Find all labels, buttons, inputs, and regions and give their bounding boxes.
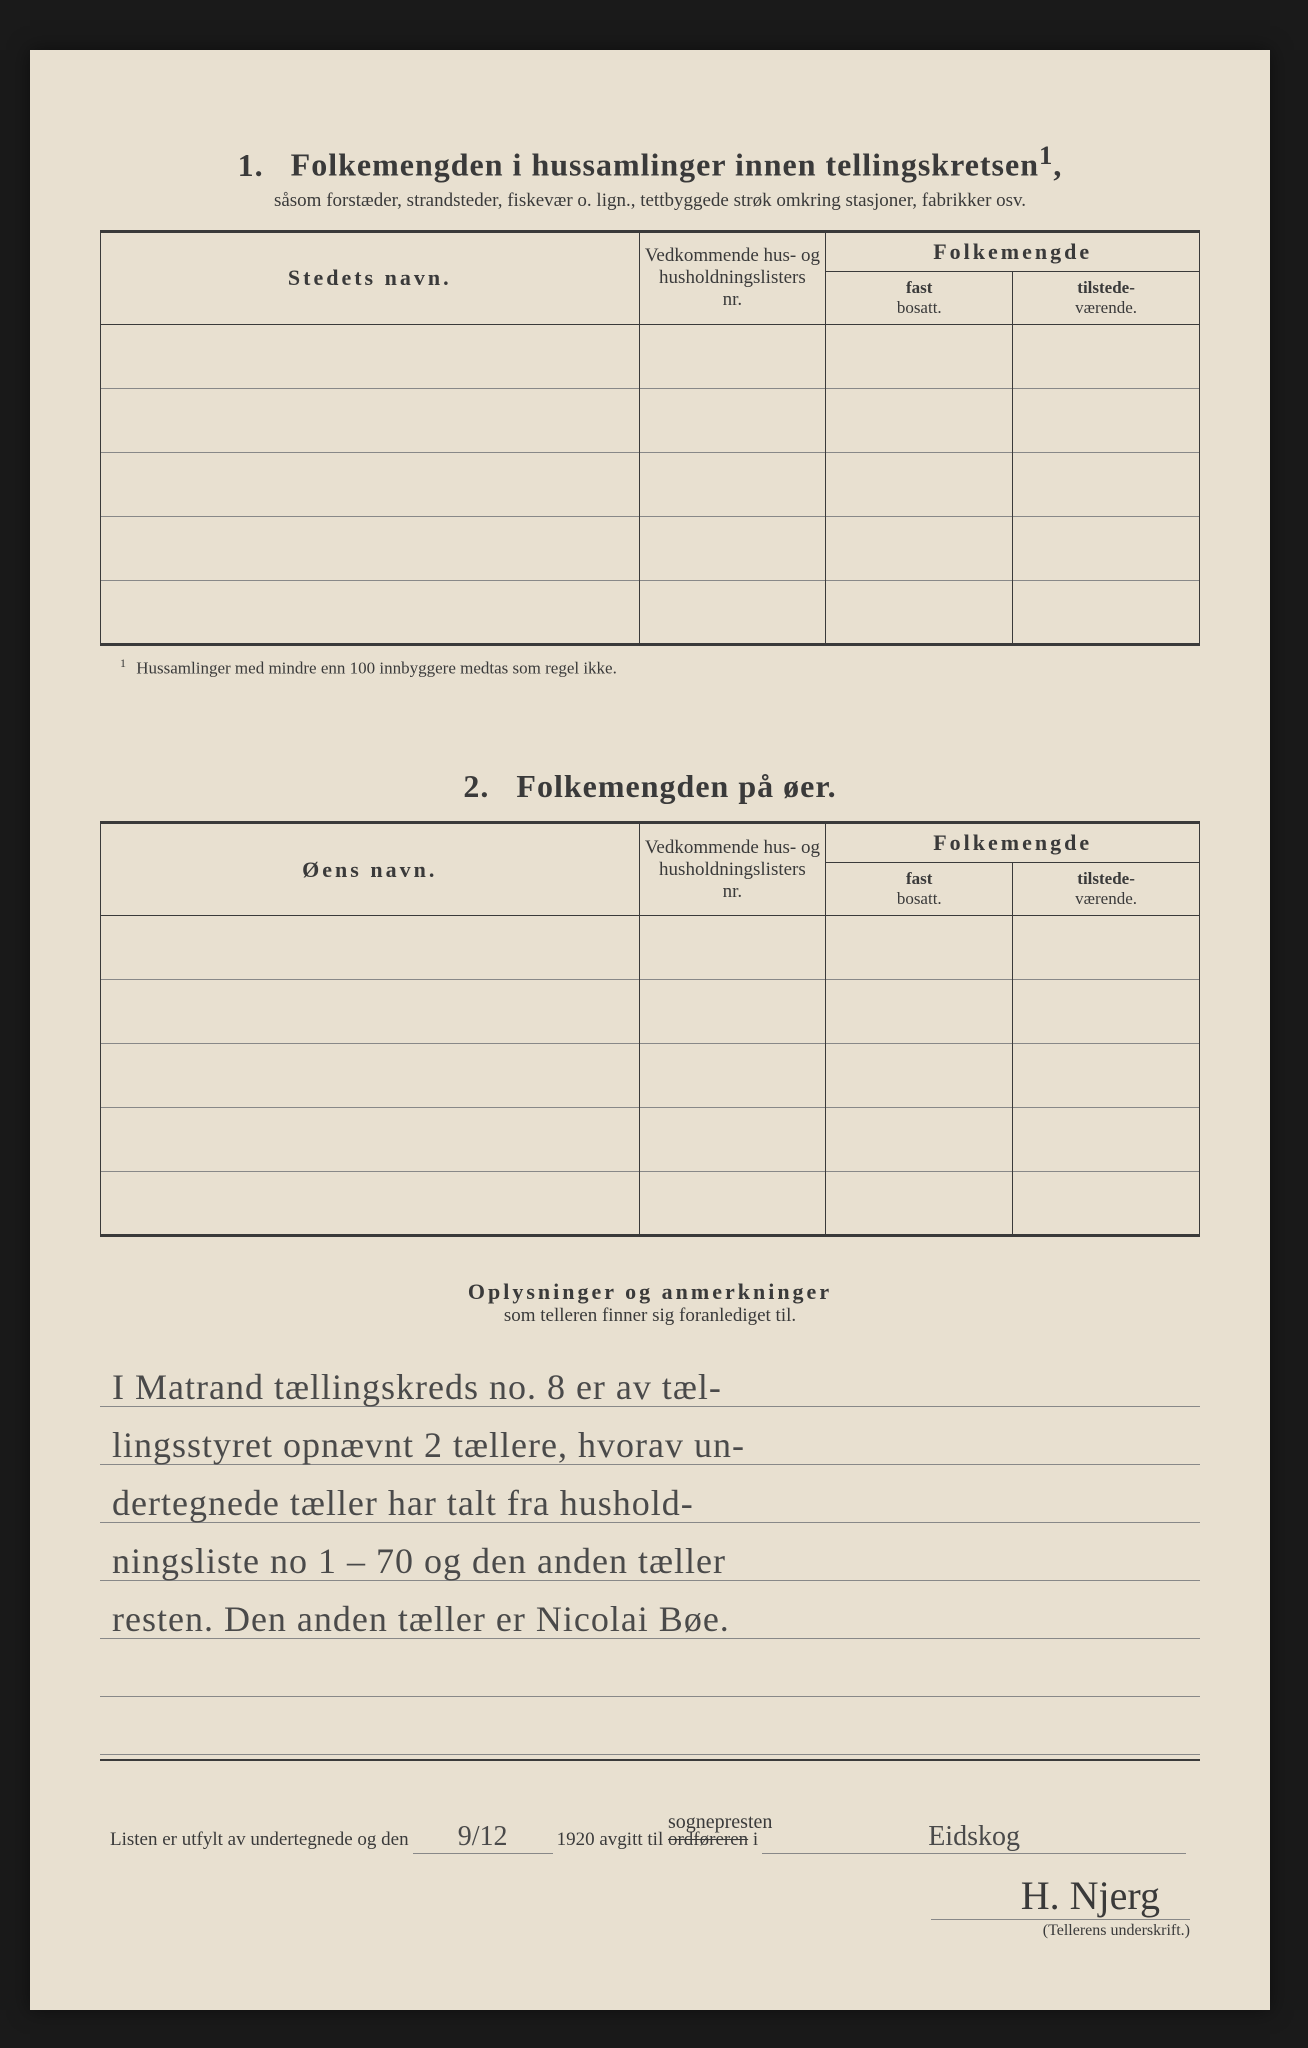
footer-pre: Listen er utfylt av undertegnede og den [110, 1829, 409, 1851]
remarks-title: Oplysninger og anmerkninger [100, 1279, 1200, 1305]
section2-title: 2. Folkemengden på øer. [100, 768, 1200, 805]
table-row [101, 324, 1200, 388]
footnote-1: 1 Hussamlinger med mindre enn 100 innbyg… [120, 656, 1200, 679]
footer-overwrite: sognepresten [668, 1811, 772, 1834]
section1-sup: 1 [1039, 140, 1053, 170]
writing-line [100, 1697, 1200, 1755]
writing-line: resten. Den anden tæller er Nicolai Bøe. [100, 1581, 1200, 1639]
col-folkemengde: Folkemengde [826, 231, 1200, 271]
handwriting-line-5: resten. Den anden tæller er Nicolai Bøe. [112, 1598, 1200, 1640]
footer-year: 1920 [557, 1829, 595, 1851]
handwriting-line-4: ningsliste no 1 – 70 og den anden tæller [112, 1540, 1200, 1582]
col-lister-nr: Vedkommende hus- og husholdningslisters … [639, 231, 826, 324]
table-row [101, 452, 1200, 516]
col2-nr-l2: husholdningslisters [659, 859, 806, 880]
footnote-text: Hussamlinger med mindre enn 100 innbygge… [136, 658, 617, 677]
table-row [101, 916, 1200, 980]
table-row [101, 516, 1200, 580]
col-lister-nr-2: Vedkommende hus- og husholdningslisters … [639, 823, 826, 916]
footer-block: Listen er utfylt av undertegnede og den … [110, 1821, 1190, 1940]
table-row [101, 1108, 1200, 1172]
handwriting-line-1: I Matrand tællingskreds no. 8 er av tæl- [112, 1366, 1200, 1408]
col-folkemengde-2: Folkemengde [826, 823, 1200, 863]
col-oens-navn: Øens navn. [101, 823, 640, 916]
section1-num: 1. [238, 147, 264, 183]
col2-nr-l1: Vedkommende hus- og [645, 837, 820, 858]
writing-line: lingsstyret opnævnt 2 tællere, hvorav un… [100, 1407, 1200, 1465]
col-tilstede-2: tilstede- værende. [1013, 863, 1200, 916]
remarks-sub: som telleren finner sig foranlediget til… [100, 1305, 1200, 1327]
col-fast: fast bosatt. [826, 271, 1013, 324]
col-til-l1: tilstede- [1077, 278, 1135, 297]
writing-line [100, 1639, 1200, 1697]
col-stedets-navn: Stedets navn. [101, 231, 640, 324]
footer-strike-wrap: sognepresten ordføreren [668, 1829, 748, 1851]
col-nr-l1: Vedkommende hus- og [645, 245, 820, 266]
section1-title: 1. Folkemengden i hussamlinger innen tel… [100, 140, 1200, 184]
footer-place: Eidskog [762, 1821, 1186, 1854]
col-fast-l2: bosatt. [897, 298, 942, 317]
section2-num: 2. [463, 768, 489, 804]
signature: H. Njerg [931, 1872, 1190, 1920]
footer-mid: avgitt til [599, 1829, 663, 1851]
col2-fast-l1: fast [906, 869, 932, 888]
col-fast-l1: fast [906, 278, 932, 297]
col2-til-l1: tilstede- [1077, 869, 1135, 888]
section1-title-text: Folkemengden i hussamlinger innen tellin… [291, 147, 1039, 183]
writing-line: ningsliste no 1 – 70 og den anden tæller [100, 1523, 1200, 1581]
col2-fast-l2: bosatt. [897, 889, 942, 908]
col-fast-2: fast bosatt. [826, 863, 1013, 916]
writing-line: I Matrand tællingskreds no. 8 er av tæl- [100, 1349, 1200, 1407]
table-row [101, 1172, 1200, 1236]
table-row [101, 1044, 1200, 1108]
col-nr-l2: husholdningslisters [659, 267, 806, 288]
table-row [101, 580, 1200, 644]
handwriting-line-3: dertegnede tæller har talt fra hushold- [112, 1482, 1200, 1524]
footer-date: 9/12 [413, 1821, 553, 1854]
table-row [101, 388, 1200, 452]
footnote-sup: 1 [120, 656, 126, 670]
table-row [101, 980, 1200, 1044]
writing-line: dertegnede tæller har talt fra hushold- [100, 1465, 1200, 1523]
table-section1: Stedets navn. Vedkommende hus- og hushol… [100, 230, 1200, 646]
col2-nr-l3: nr. [723, 881, 743, 902]
table-section2: Øens navn. Vedkommende hus- og husholdni… [100, 821, 1200, 1237]
handwriting-line-2: lingsstyret opnævnt 2 tællere, hvorav un… [112, 1424, 1200, 1466]
section2-title-text: Folkemengden på øer. [516, 768, 836, 804]
col-nr-l3: nr. [723, 289, 743, 310]
col-til-l2: værende. [1075, 298, 1137, 317]
document-page: 1. Folkemengden i hussamlinger innen tel… [30, 50, 1270, 2010]
section1-subtitle: såsom forstæder, strandsteder, fiskevær … [100, 190, 1200, 212]
col-tilstede: tilstede- værende. [1013, 271, 1200, 324]
col2-til-l2: værende. [1075, 889, 1137, 908]
signature-label: (Tellerens underskrift.) [110, 1922, 1190, 1940]
